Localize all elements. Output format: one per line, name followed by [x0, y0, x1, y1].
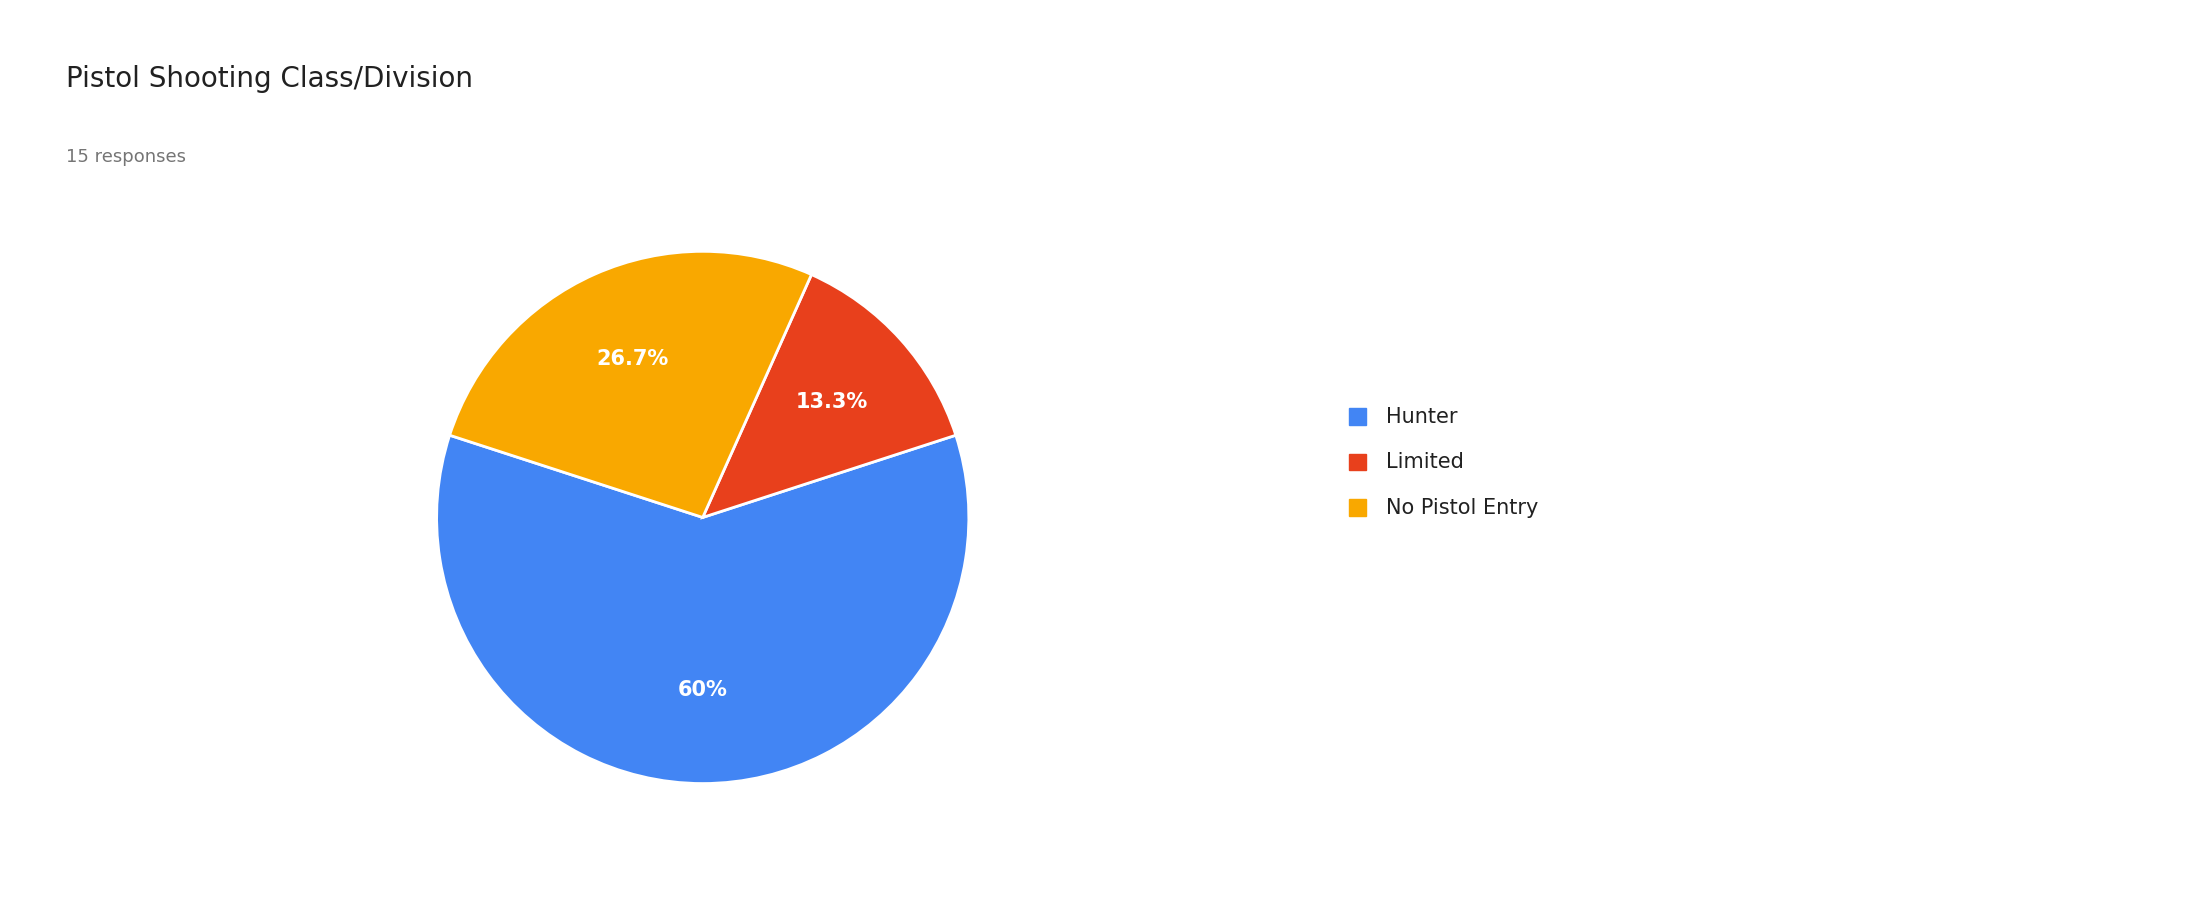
Text: 60%: 60%	[679, 680, 727, 700]
Text: 15 responses: 15 responses	[66, 148, 187, 165]
Text: Pistol Shooting Class/Division: Pistol Shooting Class/Division	[66, 65, 472, 92]
Text: 13.3%: 13.3%	[795, 392, 867, 412]
Wedge shape	[703, 274, 955, 517]
Wedge shape	[450, 251, 813, 517]
Text: 26.7%: 26.7%	[597, 349, 668, 370]
Legend: Hunter, Limited, No Pistol Entry: Hunter, Limited, No Pistol Entry	[1329, 385, 1559, 539]
Wedge shape	[437, 435, 968, 784]
